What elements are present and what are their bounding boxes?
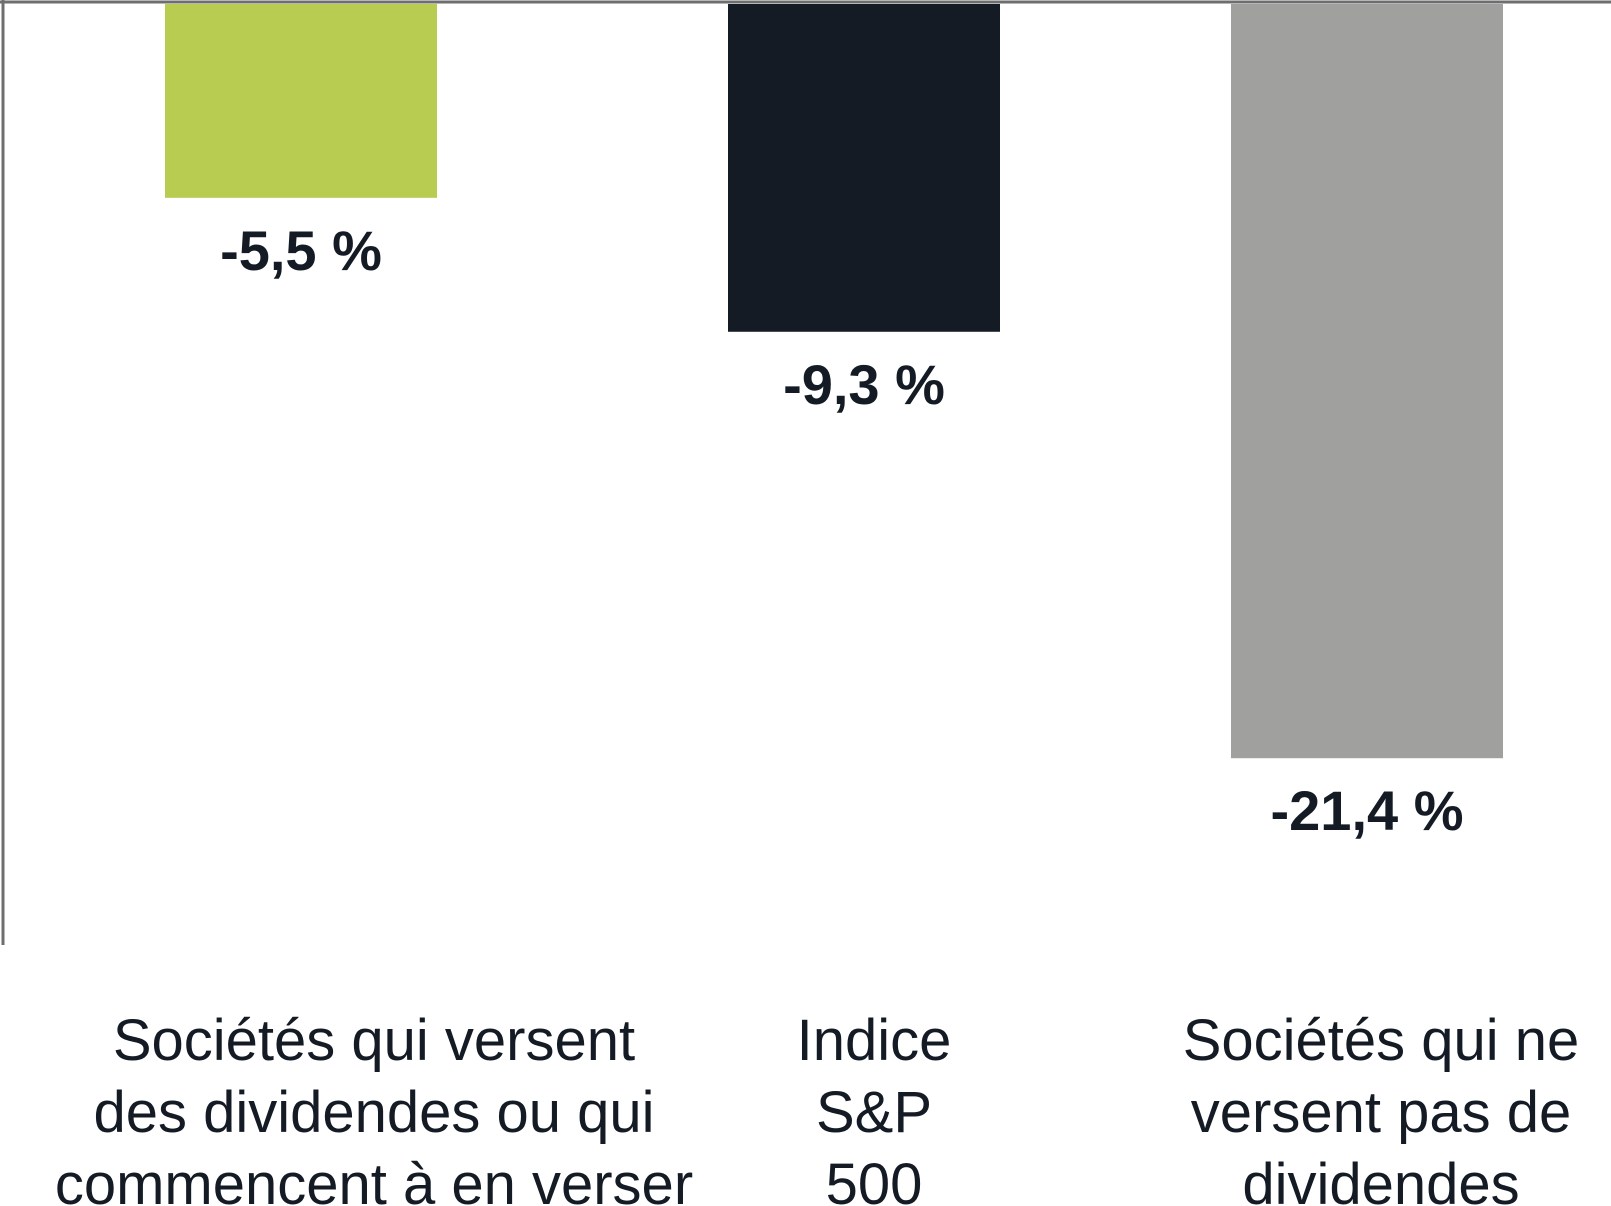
category-label-line: des dividendes ou qui — [93, 1080, 654, 1145]
category-labels: Sociétés qui versent des dividendes ou qu… — [55, 1008, 1579, 1206]
bar-3 — [1231, 4, 1503, 759]
value-label-2: -9,3 % — [783, 353, 945, 416]
bar-1 — [165, 4, 437, 198]
bars — [165, 4, 1503, 759]
value-label-1: -5,5 % — [220, 219, 382, 282]
category-label-line: 500 — [826, 1152, 923, 1206]
category-label-2: Indice S&P 500 — [797, 1008, 952, 1206]
category-label-3: Sociétés qui ne versent pas de dividendes — [1183, 1008, 1580, 1206]
category-label-line: versent pas de — [1191, 1080, 1571, 1145]
category-label-line: Indice — [797, 1008, 952, 1073]
category-label-line: Sociétés qui ne — [1183, 1008, 1580, 1073]
bar-2 — [728, 4, 1000, 332]
category-label-line: S&P — [816, 1080, 932, 1145]
category-label-line: Sociétés qui versent — [113, 1008, 635, 1073]
value-label-3: -21,4 % — [1271, 779, 1464, 842]
category-label-line: commencent à en verser — [55, 1152, 693, 1206]
category-label-1: Sociétés qui versent des dividendes ou qu… — [55, 1008, 693, 1206]
value-labels: -5,5 % -9,3 % -21,4 % — [220, 219, 1463, 842]
category-label-line: dividendes — [1242, 1152, 1519, 1206]
